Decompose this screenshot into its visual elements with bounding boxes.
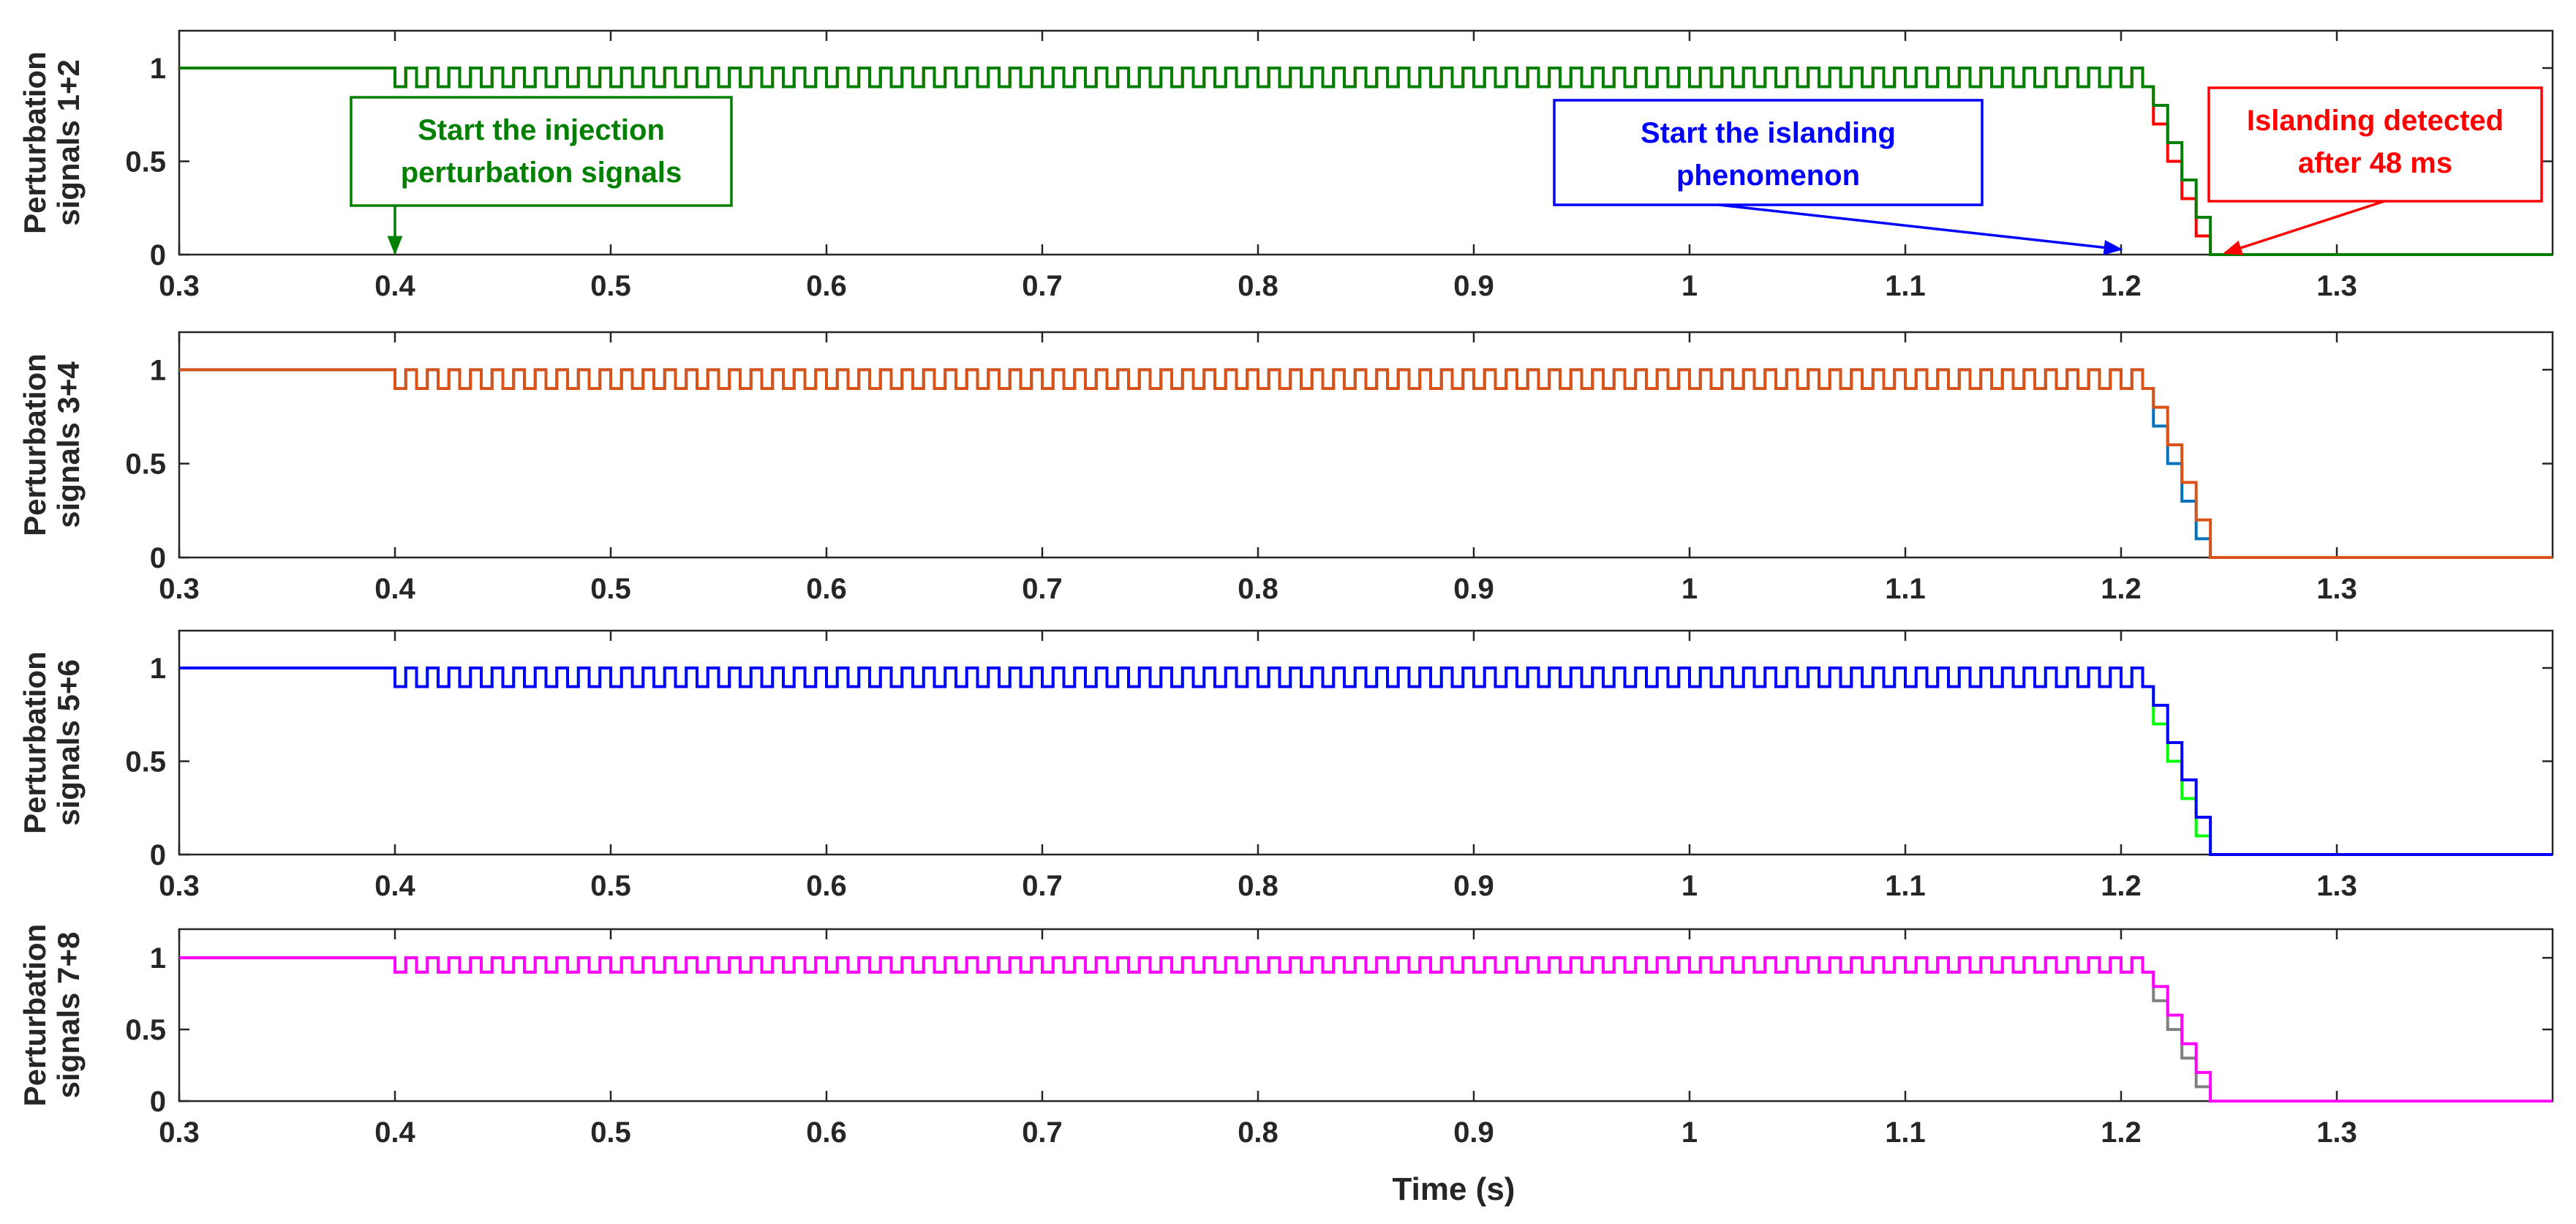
x-tick-label: 1.2 xyxy=(2101,270,2142,302)
panel-1: 0.3 0.4 0.5 0.6 0.7 0.8 0.9 1 1.1 1.2 1.3 0 0.5 1 Pert… xyxy=(18,29,2554,302)
y-tick-label: 0.5 xyxy=(125,146,166,179)
panel-3: 0.3 0.4 0.5 0.6 0.7 0.8 0.9 1 1.1 1.2 1.3 0 0.5 1 Pert… xyxy=(18,629,2554,902)
y-axis-label: Perturbationsignals 7+8 xyxy=(18,924,86,1107)
panel-4: 0.3 0.4 0.5 0.6 0.7 0.8 0.9 1 1.1 1.2 1.3 0 0.5 1 Pert… xyxy=(18,924,2554,1149)
x-tick-label: 0.8 xyxy=(1238,270,1278,302)
x-tick-label: 1.1 xyxy=(1885,870,1926,902)
annotation-text: Start the islanding xyxy=(1641,117,1896,149)
series-line-perturbation-signal-5 xyxy=(179,667,2553,856)
x-tick-label: 0.5 xyxy=(590,573,631,605)
x-tick-label: 1.3 xyxy=(2316,1116,2357,1149)
x-tick-label: 0.3 xyxy=(159,270,200,302)
annotation-text: phenomenon xyxy=(1676,159,1860,192)
axes-box xyxy=(178,29,2554,256)
y-tick-label: 0 xyxy=(150,239,166,271)
y-tick-label: 0 xyxy=(150,542,166,574)
series-line-perturbation-signal-2 xyxy=(179,67,2553,256)
annotation-box xyxy=(1553,99,1984,206)
x-tick-label: 0.7 xyxy=(1022,573,1063,605)
series-line-perturbation-signal-6 xyxy=(179,667,2553,856)
x-tick-label: 0.5 xyxy=(590,270,631,302)
x-tick-label: 0.7 xyxy=(1022,1116,1063,1149)
annotation-text: after 48 ms xyxy=(2298,147,2452,179)
y-axis-label: Perturbationsignals 5+6 xyxy=(18,651,86,834)
annotation-arrow xyxy=(1718,203,2123,255)
x-tick-label: 0.9 xyxy=(1453,870,1494,902)
annotation-text: Start the injection xyxy=(418,114,665,146)
series-line-perturbation-signal-3 xyxy=(179,368,2553,559)
series-line-perturbation-signal-4 xyxy=(179,368,2553,559)
x-tick-label: 0.6 xyxy=(806,270,847,302)
x-tick-label: 0.6 xyxy=(806,573,847,605)
annotation-2: Start the islanding phenomenon xyxy=(1553,99,2123,255)
y-axis-label: Perturbationsignals 3+4 xyxy=(18,353,86,536)
y-tick-label: 0.5 xyxy=(125,746,166,778)
y-tick-label: 0.5 xyxy=(125,448,166,481)
y-tick-label: 0 xyxy=(150,839,166,871)
x-tick-label: 1.3 xyxy=(2316,573,2357,605)
x-tick-label: 0.9 xyxy=(1453,1116,1494,1149)
x-tick-label: 1.3 xyxy=(2316,870,2357,902)
x-tick-label: 0.9 xyxy=(1453,270,1494,302)
x-tick-label: 1.1 xyxy=(1885,1116,1926,1149)
x-tick-label: 0.5 xyxy=(590,870,631,902)
annotation-text: perturbation signals xyxy=(401,157,682,189)
x-tick-label: 1 xyxy=(1681,1116,1698,1149)
x-tick-label: 0.3 xyxy=(159,1116,200,1149)
series-line-perturbation-signal-8 xyxy=(179,956,2553,1103)
x-tick-label: 0.3 xyxy=(159,870,200,902)
x-tick-label: 0.8 xyxy=(1238,573,1278,605)
y-axis-label: Perturbationsignals 1+2 xyxy=(18,51,86,234)
x-tick-label: 0.7 xyxy=(1022,270,1063,302)
y-tick-label: 1 xyxy=(150,942,166,975)
x-tick-label: 1.2 xyxy=(2101,1116,2142,1149)
annotation-1: Start the injection perturbation signals xyxy=(350,96,733,255)
annotation-box xyxy=(350,96,733,207)
annotation-arrow xyxy=(2223,200,2385,255)
y-tick-label: 1 xyxy=(150,354,166,386)
x-tick-label: 0.3 xyxy=(159,573,200,605)
x-tick-label: 1 xyxy=(1681,573,1698,605)
x-tick-label: 1 xyxy=(1681,870,1698,902)
y-tick-label: 1 xyxy=(150,53,166,85)
x-tick-label: 0.4 xyxy=(374,573,415,605)
axes-box xyxy=(178,331,2554,559)
x-tick-label: 0.4 xyxy=(374,870,415,902)
y-tick-label: 0.5 xyxy=(125,1014,166,1046)
annotation-3: Islanding detected after 48 ms xyxy=(2207,86,2543,255)
annotation-text: Islanding detected xyxy=(2247,105,2504,137)
x-tick-label: 0.6 xyxy=(806,870,847,902)
axes-box xyxy=(178,629,2554,856)
x-axis-label: Time (s) xyxy=(1393,1171,1515,1207)
x-tick-label: 0.7 xyxy=(1022,870,1063,902)
panel-2: 0.3 0.4 0.5 0.6 0.7 0.8 0.9 1 1.1 1.2 1.3 0 0.5 1 Pert… xyxy=(18,331,2554,605)
x-tick-label: 1.1 xyxy=(1885,573,1926,605)
x-tick-label: 1.2 xyxy=(2101,573,2142,605)
y-tick-label: 0 xyxy=(150,1086,166,1118)
x-tick-label: 0.8 xyxy=(1238,1116,1278,1149)
x-tick-label: 0.9 xyxy=(1453,573,1494,605)
axes-box xyxy=(178,928,2554,1103)
x-tick-label: 1.1 xyxy=(1885,270,1926,302)
x-tick-label: 1.2 xyxy=(2101,870,2142,902)
x-tick-label: 0.8 xyxy=(1238,870,1278,902)
y-tick-label: 1 xyxy=(150,653,166,685)
x-tick-label: 0.5 xyxy=(590,1116,631,1149)
x-tick-label: 1 xyxy=(1681,270,1698,302)
annotation-box xyxy=(2207,86,2543,203)
x-tick-label: 1.3 xyxy=(2316,270,2357,302)
x-tick-label: 0.4 xyxy=(374,1116,415,1149)
x-tick-label: 0.4 xyxy=(374,270,415,302)
x-tick-label: 0.6 xyxy=(806,1116,847,1149)
series-line-perturbation-signal-7 xyxy=(179,956,2553,1103)
